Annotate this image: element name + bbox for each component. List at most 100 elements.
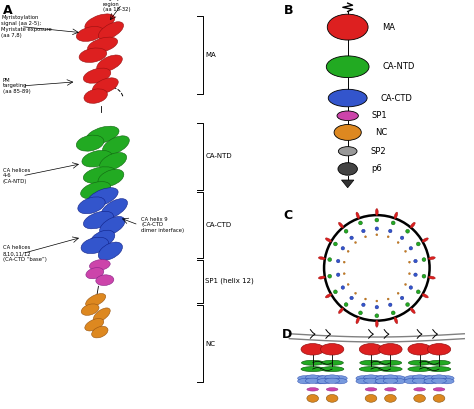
Ellipse shape [93,308,110,322]
Ellipse shape [397,241,399,243]
Ellipse shape [76,135,104,151]
Ellipse shape [358,311,363,315]
Ellipse shape [416,290,420,294]
Ellipse shape [358,221,363,225]
Ellipse shape [83,211,113,229]
Ellipse shape [360,360,382,365]
Text: MA: MA [382,22,395,31]
Ellipse shape [404,379,419,384]
Ellipse shape [391,221,395,225]
Ellipse shape [325,378,339,384]
Ellipse shape [305,375,320,380]
Ellipse shape [356,212,359,219]
Ellipse shape [397,292,399,294]
Ellipse shape [412,375,427,380]
Ellipse shape [408,366,431,371]
Ellipse shape [90,260,110,270]
Ellipse shape [307,388,319,391]
Ellipse shape [365,394,377,402]
Ellipse shape [82,151,112,167]
Ellipse shape [432,378,447,384]
Ellipse shape [391,375,405,381]
Text: B: B [283,4,293,17]
Ellipse shape [301,360,324,365]
Ellipse shape [338,163,357,175]
Ellipse shape [337,111,358,121]
Ellipse shape [333,379,347,384]
Text: p6: p6 [371,164,382,173]
Ellipse shape [78,197,105,214]
Ellipse shape [365,236,366,238]
Ellipse shape [356,375,371,381]
Ellipse shape [333,375,347,381]
Ellipse shape [404,375,419,381]
Ellipse shape [76,27,104,41]
Ellipse shape [414,273,417,276]
Ellipse shape [347,283,349,285]
Ellipse shape [428,276,435,279]
Ellipse shape [375,379,390,384]
Ellipse shape [416,242,420,246]
Ellipse shape [408,344,431,355]
Text: SP2: SP2 [371,147,386,156]
Ellipse shape [301,366,324,371]
Text: A: A [3,4,12,17]
Ellipse shape [320,344,344,355]
Ellipse shape [410,308,415,313]
Text: CA helix 9
(CA-CTD
dimer interface): CA helix 9 (CA-CTD dimer interface) [141,217,184,233]
Ellipse shape [422,294,428,298]
Ellipse shape [298,375,312,381]
Ellipse shape [337,259,340,263]
Ellipse shape [325,294,332,298]
Ellipse shape [333,290,337,294]
Ellipse shape [414,259,417,263]
Ellipse shape [401,236,404,240]
Ellipse shape [424,379,438,384]
Ellipse shape [401,296,404,300]
Ellipse shape [319,276,325,279]
Text: SP1 (helix 12): SP1 (helix 12) [205,278,254,284]
Ellipse shape [375,306,379,309]
Ellipse shape [91,326,108,338]
Ellipse shape [404,250,407,252]
Ellipse shape [355,292,356,294]
Ellipse shape [375,209,378,216]
Ellipse shape [428,344,451,355]
Ellipse shape [362,303,365,306]
Ellipse shape [326,394,338,402]
Ellipse shape [428,257,435,260]
Ellipse shape [409,286,412,289]
Ellipse shape [422,258,426,261]
Ellipse shape [319,257,325,260]
Ellipse shape [326,388,338,391]
Ellipse shape [81,182,111,199]
Ellipse shape [91,230,115,247]
Ellipse shape [325,238,332,242]
Ellipse shape [101,199,128,218]
Ellipse shape [409,273,410,275]
Ellipse shape [338,308,344,313]
Ellipse shape [350,296,353,300]
Ellipse shape [325,375,339,380]
Ellipse shape [343,261,345,263]
Ellipse shape [364,375,378,380]
Ellipse shape [337,273,340,276]
Ellipse shape [387,298,389,300]
Text: CA-CTD: CA-CTD [205,222,231,228]
Ellipse shape [350,236,353,240]
Ellipse shape [379,344,402,355]
Ellipse shape [365,388,377,391]
Ellipse shape [433,394,445,402]
Ellipse shape [326,56,369,78]
Ellipse shape [420,379,435,384]
Ellipse shape [333,242,337,246]
Ellipse shape [307,394,319,402]
Ellipse shape [301,344,324,355]
Text: Myristoylation
signal (aa 2-5);
Myristate exposure
(aa 7,8): Myristoylation signal (aa 2-5); Myristat… [1,16,52,38]
Ellipse shape [334,124,361,140]
Text: C: C [283,209,292,222]
Text: CA helices
4-6
(CA-NTD): CA helices 4-6 (CA-NTD) [3,168,30,184]
Ellipse shape [372,379,386,384]
Ellipse shape [433,388,445,391]
Ellipse shape [98,22,124,40]
